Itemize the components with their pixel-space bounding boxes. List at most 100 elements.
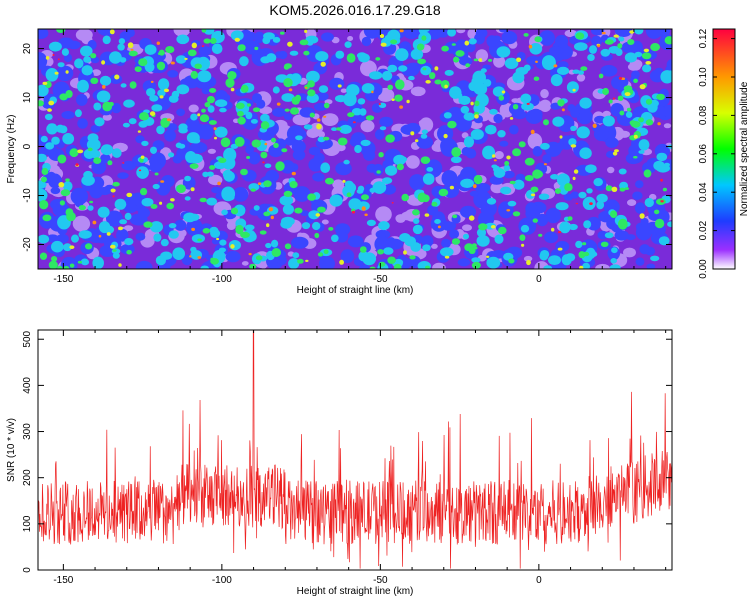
heatmap-cell	[377, 249, 384, 255]
heatmap-cell	[588, 251, 598, 258]
heatmap-cell	[254, 31, 265, 44]
heatmap-cell	[393, 154, 406, 166]
heatmap-cell	[38, 52, 48, 70]
heatmap-cell	[262, 36, 271, 45]
heatmap-cell	[609, 264, 621, 269]
heatmap-cell	[420, 156, 431, 164]
heatmap-cell	[567, 216, 573, 221]
heatmap-cell	[532, 146, 543, 157]
y-tick-label: 500	[22, 330, 33, 347]
heatmap-cell	[574, 42, 588, 51]
heatmap-cell	[140, 155, 145, 159]
heatmap-cell	[289, 50, 299, 56]
heatmap-cell	[379, 116, 393, 127]
heatmap-cell	[151, 104, 163, 112]
heatmap-cell	[410, 86, 426, 97]
heatmap-cell	[512, 148, 522, 157]
heatmap-cell	[447, 29, 457, 37]
heatmap-cell	[486, 198, 497, 205]
heatmap-cell	[558, 231, 562, 234]
heatmap-cell	[250, 119, 258, 124]
x-tick-label: -100	[212, 274, 232, 285]
heatmap-cell	[90, 77, 99, 85]
heatmap-cell	[281, 148, 288, 153]
heatmap-cell	[219, 239, 227, 246]
heatmap-cell	[347, 112, 355, 118]
heatmap-cell	[403, 250, 407, 255]
heatmap-cell	[168, 95, 179, 103]
heatmap-cell	[227, 71, 237, 80]
heatmap-cell	[412, 209, 420, 216]
heatmap-cell	[344, 41, 352, 48]
heatmap-cell	[138, 207, 150, 219]
heatmap-cell	[271, 137, 277, 143]
heatmap-cell	[69, 148, 79, 158]
heatmap-cell	[549, 46, 564, 55]
heatmap-cell	[596, 200, 605, 210]
heatmap-cell	[561, 108, 565, 112]
heatmap-cell	[654, 209, 660, 215]
heatmap-cell	[539, 99, 552, 113]
heatmap-cell	[203, 38, 211, 44]
heatmap-cell	[340, 88, 348, 93]
heatmap-cell	[156, 41, 160, 45]
heatmap-cell	[265, 242, 272, 249]
heatmap-cell	[318, 131, 325, 138]
heatmap-cell	[440, 247, 454, 257]
heatmap-cell	[201, 29, 207, 33]
heatmap-cell	[304, 29, 308, 33]
heatmap-cell	[406, 99, 410, 104]
heatmap-cell	[431, 243, 438, 249]
heatmap-cell	[198, 46, 212, 56]
heatmap-cell	[114, 198, 127, 210]
heatmap-cell	[209, 88, 217, 93]
heatmap-cell	[610, 210, 618, 218]
heatmap-cell	[191, 138, 201, 144]
heatmap-cell	[246, 156, 251, 159]
heatmap-cell	[618, 36, 625, 42]
heatmap-cell	[576, 73, 586, 82]
heatmap-cell	[329, 77, 345, 90]
heatmap-cell	[610, 258, 617, 264]
heatmap-cell	[165, 46, 175, 54]
heatmap-cell	[540, 89, 549, 99]
heatmap-cell	[611, 247, 618, 254]
heatmap-cell	[554, 188, 561, 195]
heatmap-cell	[240, 231, 250, 238]
heatmap-cell	[197, 256, 202, 259]
heatmap-cell	[509, 117, 514, 120]
heatmap-cell	[653, 160, 665, 171]
heatmap-cell	[395, 79, 405, 90]
heatmap-cell	[190, 113, 198, 121]
heatmap-cell	[225, 78, 235, 88]
heatmap-cell	[317, 252, 324, 257]
heatmap-cell	[57, 37, 74, 49]
heatmap-cell	[45, 56, 50, 60]
heatmap-cell	[191, 227, 196, 231]
heatmap-cell	[235, 102, 245, 110]
heatmap-cell	[121, 160, 137, 171]
heatmap-cell	[201, 45, 205, 48]
heatmap-cell	[627, 199, 637, 207]
heatmap-cell	[361, 83, 375, 94]
heatmap-cell	[471, 261, 481, 269]
heatmap-cell	[163, 88, 170, 93]
heatmap-cell	[387, 84, 394, 91]
heatmap-cell	[545, 207, 561, 224]
heatmap-cell	[457, 258, 471, 267]
heatmap-cells	[38, 29, 672, 269]
heatmap-cell	[596, 193, 608, 203]
colorbar-tick-label: 0.02	[698, 220, 709, 240]
heatmap-cell	[304, 86, 308, 89]
heatmap-cell	[225, 250, 241, 263]
heatmap-cell	[570, 144, 577, 148]
heatmap-cell	[456, 29, 466, 34]
heatmap-cell	[443, 112, 452, 119]
heatmap-cell	[271, 248, 281, 257]
snr-y-axis: 0 100 200 300 400 500	[22, 330, 672, 573]
heatmap-cell	[323, 115, 327, 118]
heatmap-cell	[646, 263, 656, 269]
heatmap-cell	[525, 202, 538, 216]
heatmap-cell	[582, 262, 590, 269]
heatmap-cell	[623, 247, 636, 258]
